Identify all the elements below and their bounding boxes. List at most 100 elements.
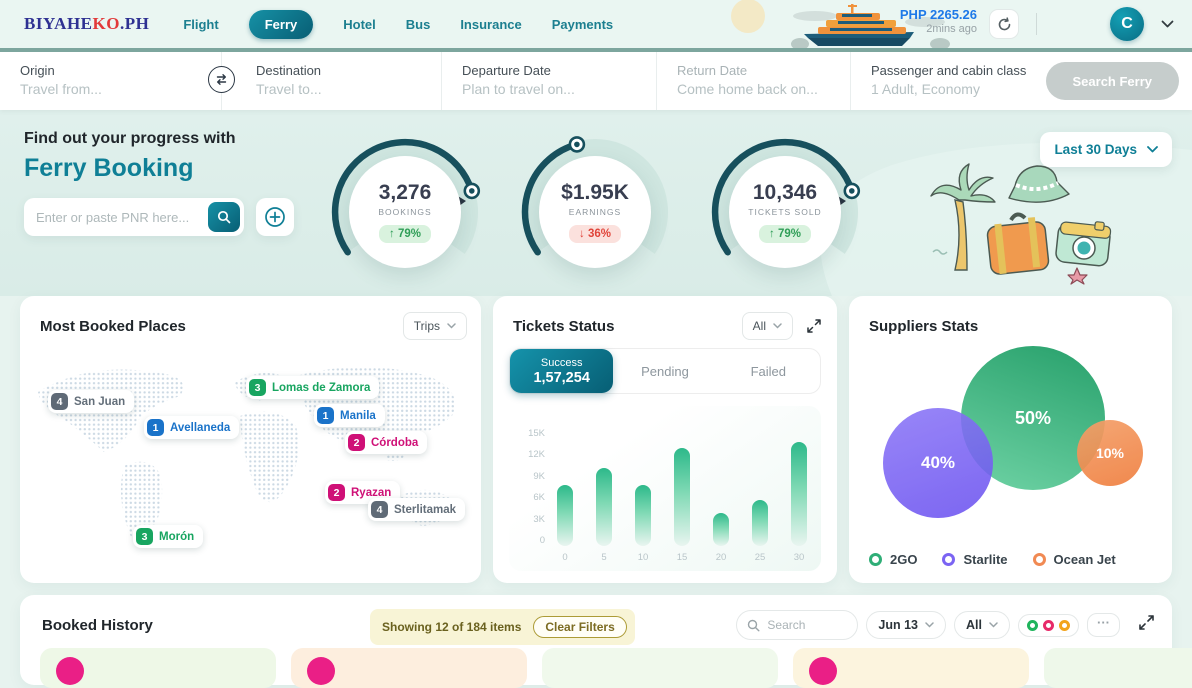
most-booked-title: Most Booked Places: [40, 318, 186, 335]
account-chevron-down-icon[interactable]: [1161, 20, 1174, 28]
place-pill-manila[interactable]: 1 Manila: [314, 404, 385, 427]
tab-success[interactable]: Success 1,57,254: [510, 349, 614, 393]
bar[interactable]: [557, 485, 573, 546]
return-placeholder: Come home back on...: [677, 81, 818, 97]
history-search-input[interactable]: [767, 618, 848, 632]
pnr-search-button[interactable]: [208, 202, 240, 232]
swap-icon: [216, 74, 227, 85]
tab-failed[interactable]: Failed: [750, 363, 787, 379]
gauge-earnings: $1.95K EARNINGS ↓ 36%: [506, 120, 684, 288]
place-rank: 1: [317, 407, 334, 424]
gauge-value: 10,346: [752, 181, 818, 204]
trips-filter-dropdown[interactable]: Trips: [402, 312, 467, 340]
nav-tab-bus[interactable]: Bus: [405, 16, 431, 32]
bar[interactable]: [635, 485, 651, 546]
tickets-status-tabs: Success 1,57,254 Pending Failed: [509, 348, 821, 394]
add-booking-button[interactable]: [256, 198, 294, 236]
palm-tree-icon: [930, 163, 996, 271]
chevron-down-icon: [989, 622, 998, 628]
most-booked-places-card: Most Booked Places Trips 4 San Juan 1 Avel…: [20, 296, 481, 583]
nav-tab-hotel[interactable]: Hotel: [343, 16, 376, 32]
tickets-filter-dropdown[interactable]: All: [741, 312, 793, 340]
place-rank: 4: [51, 393, 68, 410]
swap-origin-destination-button[interactable]: [208, 66, 235, 93]
suppliers-stats-card: Suppliers Stats 50% 40% 10% 2GO Starlite…: [849, 296, 1172, 583]
legend-ocean-jet[interactable]: Ocean Jet: [1032, 552, 1116, 567]
date-filter-dropdown[interactable]: Jun 13: [866, 611, 947, 639]
origin-field[interactable]: Origin Travel from...: [0, 52, 221, 110]
bubble-ocean-jet[interactable]: 10%: [1077, 420, 1143, 486]
period-filter-button[interactable]: Last 30 Days: [1040, 132, 1172, 167]
camera-icon: [1055, 221, 1112, 267]
bar[interactable]: [713, 513, 729, 546]
place-rank: 2: [328, 484, 345, 501]
balance-amount: PHP 2265.26: [899, 7, 977, 22]
booking-card[interactable]: [542, 648, 778, 688]
kpi-gauges: 3,276 BOOKINGS ↑ 79% $1.95K EARNINGS ↓ 3…: [316, 120, 874, 288]
bar[interactable]: [596, 468, 612, 546]
user-avatar[interactable]: C: [1110, 7, 1144, 41]
gauge-value: $1.95K: [561, 181, 629, 204]
place-pill-sterlitamak[interactable]: 4 Sterlitamak: [368, 498, 466, 521]
destination-placeholder: Travel to...: [256, 81, 322, 97]
destination-field[interactable]: Destination Travel to...: [221, 52, 441, 110]
place-pill-san-juan[interactable]: 4 San Juan: [48, 390, 135, 413]
travel-doodles: [930, 163, 1112, 285]
search-ferry-button[interactable]: Search Ferry: [1045, 62, 1179, 100]
bubble-starlite[interactable]: 40%: [883, 408, 993, 518]
more-options-button[interactable]: ···: [1087, 613, 1120, 637]
status-color-filter[interactable]: [1018, 613, 1079, 637]
booking-card[interactable]: [40, 648, 276, 688]
return-date-field[interactable]: Return Date Come home back on...: [656, 52, 850, 110]
nav-tab-ferry[interactable]: Ferry: [248, 9, 314, 39]
place-pill-moron[interactable]: 3 Morón: [133, 525, 204, 548]
tab-pending[interactable]: Pending: [641, 363, 689, 379]
orange-status-ring-icon: [1059, 619, 1070, 631]
balance-updated: 2mins ago: [926, 23, 977, 35]
suppliers-stats-title: Suppliers Stats: [869, 318, 979, 335]
legend-ring-icon: [1032, 553, 1046, 566]
hero-section: Find out your progress with Ferry Bookin…: [0, 110, 1192, 296]
suitcase-icon: [986, 212, 1050, 275]
legend-2go[interactable]: 2GO: [869, 552, 917, 567]
place-pill-lomas-de-zamora[interactable]: 3 Lomas de Zamora: [246, 376, 380, 399]
clear-filters-button[interactable]: Clear Filters: [533, 616, 627, 638]
nav-tab-payments[interactable]: Payments: [551, 16, 614, 32]
place-pill-cordoba[interactable]: 2 Córdoba: [345, 431, 428, 454]
gauge-change-badge: ↑ 79%: [379, 225, 431, 243]
place-rank: 3: [249, 379, 266, 396]
gauge-label: TICKETS SOLD: [748, 207, 822, 217]
booked-history-title: Booked History: [42, 617, 153, 634]
departure-date-field[interactable]: Departure Date Plan to travel on...: [441, 52, 656, 110]
legend-starlite[interactable]: Starlite: [942, 552, 1008, 567]
top-header: BIYAHEKO.PH Flight Ferry Hotel Bus Insur…: [0, 0, 1192, 48]
bar[interactable]: [674, 448, 690, 546]
booking-card[interactable]: [793, 648, 1029, 688]
bar[interactable]: [791, 442, 807, 546]
return-label: Return Date: [677, 63, 748, 78]
nav-tab-insurance[interactable]: Insurance: [460, 16, 522, 32]
expand-icon: [807, 319, 821, 333]
search-icon: [217, 210, 231, 224]
status-filter-dropdown[interactable]: All: [954, 611, 1010, 639]
bar[interactable]: [752, 500, 768, 546]
passenger-class-field[interactable]: Passenger and cabin class 1 Adult, Econo…: [850, 52, 1050, 110]
brand-logo[interactable]: BIYAHEKO.PH: [24, 14, 150, 33]
showing-count-text: Showing 12 of 184 items: [382, 620, 522, 634]
place-pill-avellaneda[interactable]: 1 Avellaneda: [144, 416, 240, 439]
bars: [557, 416, 807, 546]
nav-tab-flight[interactable]: Flight: [183, 16, 219, 32]
booking-card[interactable]: [1044, 648, 1192, 688]
refresh-button[interactable]: [989, 9, 1019, 39]
header-divider: [1036, 13, 1037, 35]
gauge-value: 3,276: [378, 181, 432, 204]
booking-card[interactable]: [291, 648, 527, 688]
history-expand-button[interactable]: [1139, 615, 1154, 635]
tickets-expand-button[interactable]: [805, 317, 823, 335]
pnr-input[interactable]: [36, 209, 208, 225]
success-count: 1,57,254: [533, 369, 590, 386]
trips-filter-label: Trips: [413, 319, 440, 333]
gauge-change-badge: ↓ 36%: [569, 225, 621, 243]
x-axis: 0 5 10 15 20 25 30: [562, 552, 805, 563]
departure-label: Departure Date: [462, 63, 551, 78]
